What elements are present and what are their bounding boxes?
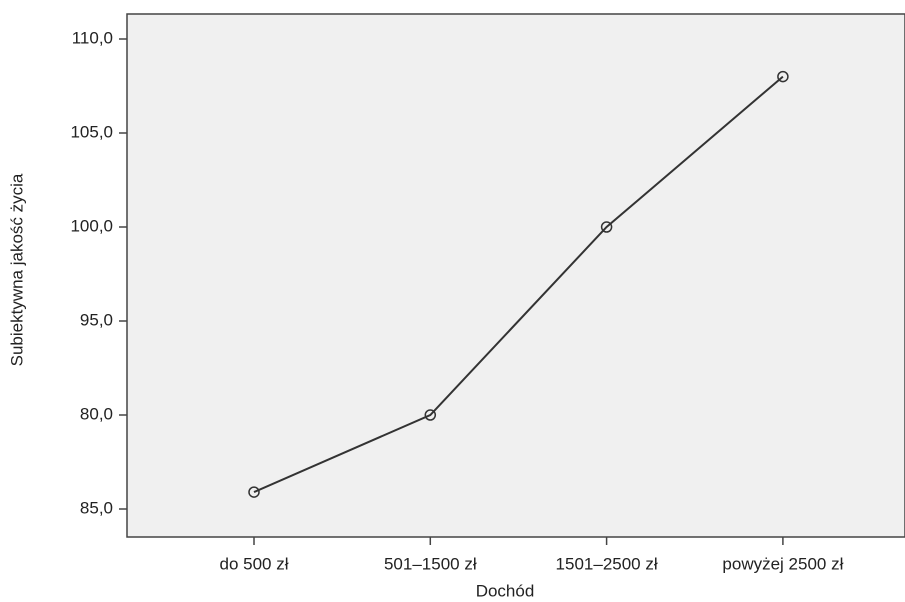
x-tick-label: 501–1500 zł — [384, 554, 477, 573]
y-tick-label: 80,0 — [80, 404, 113, 423]
x-tick-label: do 500 zł — [220, 554, 289, 573]
point — [248, 486, 260, 498]
y-tick-label: 95,0 — [80, 310, 113, 329]
y-tick-label: 110,0 — [72, 28, 113, 47]
point — [424, 409, 437, 421]
y-tick-label: 105,0 — [70, 122, 113, 141]
x-axis-label: Dochód — [476, 581, 535, 600]
x-tick-label: 1501–2500 zł — [556, 554, 658, 573]
point — [777, 70, 789, 83]
line — [253, 75, 784, 493]
y-axis-label: Subiektywna jakość życia — [7, 173, 26, 366]
y-tick-label: 85,0 — [80, 498, 113, 517]
x-tick-label: powyżej 2500 zł — [722, 554, 843, 573]
plot-area — [126, 13, 905, 538]
point — [600, 221, 613, 233]
y-tick-label: 100,0 — [70, 216, 113, 235]
